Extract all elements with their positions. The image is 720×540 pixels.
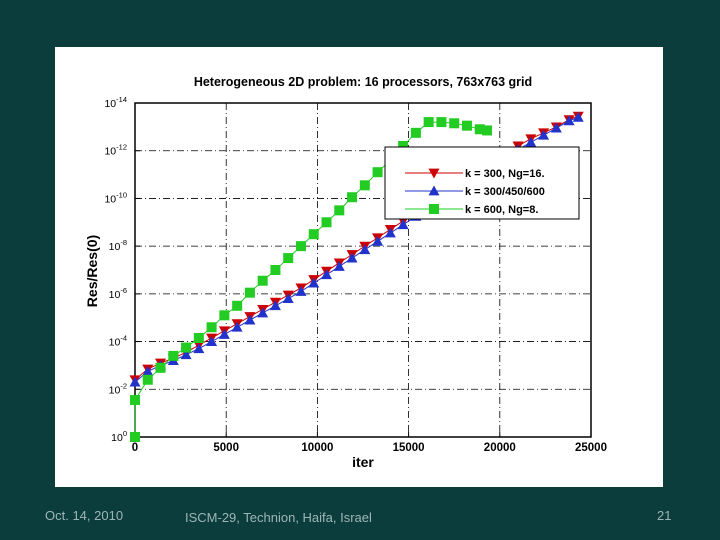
data-point [563, 115, 575, 126]
data-point [397, 219, 409, 230]
data-point [130, 432, 140, 442]
data-point [206, 322, 217, 333]
legend-label: k = 600, Ng=8. [465, 204, 538, 216]
data-point [244, 314, 256, 325]
legend-box [384, 146, 580, 220]
y-tick-label: 10-8 [109, 238, 127, 253]
data-point [193, 343, 205, 354]
data-point [295, 241, 306, 252]
y-tick-label: 10-4 [109, 334, 127, 349]
x-tick-label: 25000 [575, 442, 607, 454]
chart-title: Heterogeneous 2D problem: 16 processors,… [194, 75, 532, 89]
y-tick-label: 10-12 [104, 143, 127, 158]
data-point [572, 111, 584, 122]
data-point [461, 120, 472, 131]
data-point [346, 252, 358, 263]
data-point [474, 124, 485, 135]
data-point [180, 349, 192, 360]
data-point [231, 321, 243, 332]
data-point [181, 342, 192, 353]
data-point [218, 328, 230, 339]
plot-area [134, 102, 592, 438]
data-point [269, 300, 281, 311]
x-axis-label: iter [352, 454, 374, 470]
series-3 [130, 117, 493, 442]
data-point [142, 365, 154, 376]
y-tick-label: 10-2 [109, 381, 127, 396]
x-tick-label: 5000 [213, 442, 239, 454]
data-point [308, 277, 320, 288]
data-point [130, 395, 140, 406]
y-axis-label: Res/Res(0) [84, 235, 100, 307]
legend-marker [429, 204, 439, 214]
data-point [283, 253, 294, 264]
data-point [168, 350, 179, 361]
legend-marker [428, 168, 440, 179]
figure-panel: Heterogeneous 2D problem: 16 processors,… [55, 47, 663, 487]
x-tick-label: 10000 [301, 442, 333, 454]
data-point [423, 117, 434, 128]
data-point [538, 129, 550, 140]
data-point [232, 300, 243, 311]
y-tick-label: 10-6 [109, 286, 127, 301]
y-tick-label: 10-10 [104, 190, 127, 205]
data-point [482, 125, 493, 136]
data-point [398, 140, 409, 151]
y-tick-label: 10-14 [104, 95, 127, 110]
data-point [282, 293, 294, 304]
data-point [436, 117, 447, 128]
data-point [257, 275, 268, 286]
footer-venue: ISCM-29, Technion, Haifa, Israel [185, 510, 372, 525]
x-tick-label: 0 [132, 442, 138, 454]
data-point [308, 229, 319, 240]
footer-date: Oct. 14, 2010 [45, 508, 124, 523]
page-number: 21 [657, 508, 672, 523]
data-point [219, 310, 230, 321]
data-point [372, 235, 384, 246]
data-point [550, 122, 562, 133]
x-tick-label: 15000 [393, 442, 425, 454]
data-point [129, 376, 141, 387]
data-point [257, 307, 269, 318]
chart: Heterogeneous 2D problem: 16 processors,… [84, 75, 607, 470]
data-point [334, 205, 345, 216]
data-point [321, 217, 332, 228]
data-point [270, 265, 281, 275]
data-point [155, 362, 166, 373]
data-point [410, 127, 421, 138]
data-point [359, 180, 370, 191]
data-point [321, 269, 333, 280]
data-point [142, 374, 153, 385]
data-point [295, 285, 307, 296]
data-point [206, 336, 218, 346]
data-point [372, 167, 383, 178]
y-tick-label: 100 [111, 429, 127, 444]
data-point [384, 227, 396, 238]
data-point [244, 287, 255, 298]
data-point [193, 332, 204, 343]
data-point [333, 260, 345, 271]
legend-marker [428, 185, 440, 196]
x-tick-label: 20000 [484, 442, 516, 454]
data-point [359, 244, 371, 255]
data-point [347, 192, 358, 203]
data-point [449, 118, 460, 129]
legend-label: k = 300/450/600 [465, 186, 545, 198]
legend: k = 300, Ng=16. k = 300/450/600 k = 600, N… [384, 146, 580, 220]
legend-label: k = 300, Ng=16. [465, 168, 545, 180]
data-point [525, 136, 537, 147]
